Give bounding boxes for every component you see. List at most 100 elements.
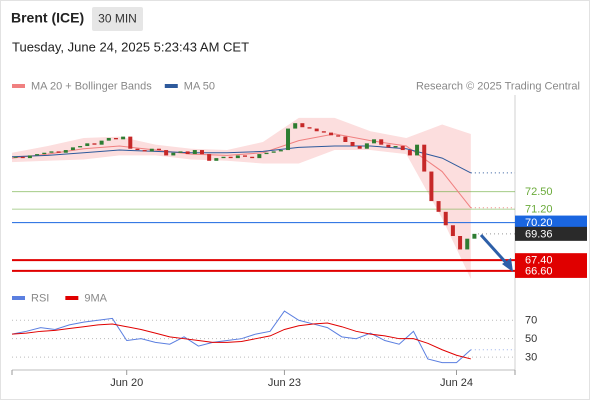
candle (293, 123, 298, 129)
candle (214, 158, 219, 161)
candle (422, 144, 427, 172)
legend-swatch (12, 296, 25, 300)
instrument-title: Brent (ICE) (11, 10, 84, 26)
legend-label: MA 50 (184, 80, 215, 92)
candle (135, 148, 140, 151)
timestamp: Tuesday, June 24, 2025 5:23:43 AM CET (12, 39, 249, 54)
candle (178, 151, 183, 153)
candle (250, 156, 255, 159)
candle (243, 155, 247, 157)
candle (27, 155, 32, 159)
candle (429, 171, 434, 202)
candle (386, 144, 391, 148)
rsi-line (11, 310, 472, 364)
candle (235, 155, 240, 159)
bollinger-band (12, 117, 471, 279)
candle (85, 143, 90, 147)
candle (400, 146, 405, 151)
candle (164, 150, 169, 156)
candle (343, 136, 348, 142)
candle (329, 132, 334, 136)
candle (393, 146, 398, 148)
candle (128, 136, 133, 149)
layers: MA 20 + Bollinger Bands MA 50 Research © 2… (11, 80, 587, 389)
forecast-arrow (479, 233, 511, 268)
legend-swatch (12, 84, 25, 88)
forecast-arrowhead (502, 258, 513, 272)
candle (192, 150, 197, 155)
candle (70, 147, 75, 151)
level-label: 67.40 (525, 255, 553, 267)
level-label: 70.20 (525, 217, 553, 229)
candle (185, 151, 190, 155)
candle (472, 233, 477, 239)
candle (314, 128, 319, 132)
candle (286, 128, 291, 151)
candle (221, 156, 226, 159)
level-label-bg (515, 226, 587, 241)
candle (42, 152, 47, 155)
candle (199, 150, 204, 155)
candle (300, 123, 305, 128)
candle (13, 156, 18, 158)
interval-button-bg[interactable] (92, 7, 143, 31)
level-label-bg (515, 215, 587, 230)
y-tick-label: 70 (525, 315, 537, 327)
candle (106, 137, 111, 141)
candle (121, 136, 126, 140)
candle (113, 137, 118, 140)
candle (436, 201, 441, 212)
candle (207, 154, 212, 161)
legend-label: MA 20 + Bollinger Bands (31, 80, 152, 92)
candle (257, 154, 262, 159)
candle (149, 148, 154, 152)
candle (35, 154, 40, 156)
candle (450, 225, 455, 236)
candle (171, 152, 176, 156)
candle (78, 146, 83, 148)
rsi-line (11, 322, 471, 360)
level-label-bg (515, 253, 587, 268)
candle (465, 238, 470, 250)
candle (372, 139, 377, 144)
y-tick-label: 30 (525, 352, 537, 364)
candle (56, 151, 61, 153)
candle (49, 151, 54, 153)
candle (364, 143, 369, 149)
candle (228, 156, 233, 159)
candle (271, 151, 276, 153)
candle (142, 150, 147, 152)
y-tick-label: 50 (525, 333, 537, 345)
legend-label: 9MA (84, 292, 107, 304)
legend-swatch (164, 84, 178, 88)
candle (92, 143, 97, 145)
candle (307, 127, 312, 129)
candle (20, 156, 25, 159)
candle (63, 150, 68, 153)
candle (156, 148, 161, 151)
candle (99, 140, 104, 145)
candle (350, 142, 355, 147)
candle (278, 150, 283, 152)
level-label: 72.50 (525, 186, 553, 198)
level-label-bg (515, 263, 587, 278)
interval-button[interactable]: 30 MIN (98, 12, 137, 26)
candle (407, 150, 412, 156)
candle (321, 131, 326, 133)
candle (415, 144, 420, 156)
candle (336, 135, 341, 137)
x-tick-label: Jun 20 (110, 377, 143, 389)
candle (264, 152, 269, 155)
candle (357, 146, 362, 149)
candle (443, 211, 448, 226)
level-label: 71.20 (525, 204, 553, 216)
legend-label: RSI (31, 292, 49, 304)
candle (379, 139, 384, 145)
credit: Research © 2025 Trading Central (416, 80, 580, 92)
legend-swatch (65, 296, 79, 300)
x-tick-label: Jun 24 (440, 377, 473, 389)
x-tick-label: Jun 23 (268, 377, 301, 389)
ma-line (11, 145, 472, 174)
